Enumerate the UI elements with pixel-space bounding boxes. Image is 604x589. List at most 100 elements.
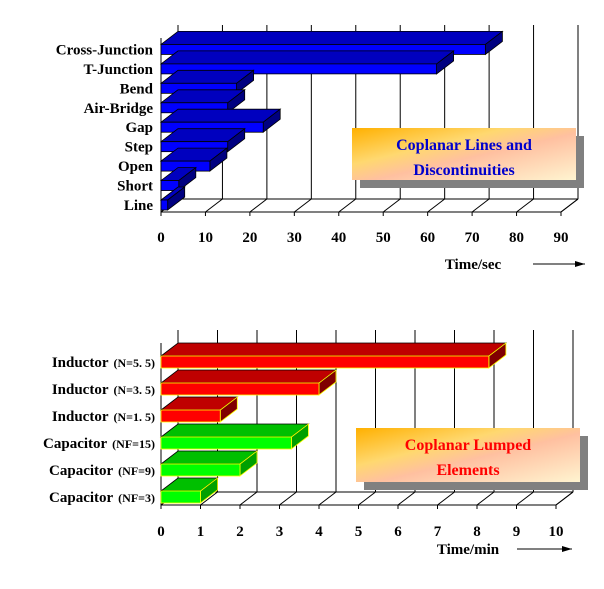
bar-front — [160, 355, 490, 369]
category-label: Gap — [125, 120, 153, 136]
x-tick-label: 5 — [355, 524, 363, 540]
category-label: T-Junction — [84, 62, 154, 78]
category-label: Short — [117, 179, 153, 195]
category-label: Cross-Junction — [56, 42, 154, 58]
category-label: Open — [118, 159, 154, 175]
category-label: Inductor (N=1. 5) — [52, 409, 155, 425]
category-name: Inductor — [52, 382, 109, 398]
floor-gridline — [318, 491, 337, 506]
bar-top — [159, 30, 504, 45]
bar-front — [160, 463, 241, 477]
x-tick-label: 60 — [420, 230, 435, 246]
category-param: (NF=15) — [112, 437, 155, 451]
bar-front — [160, 382, 320, 396]
category-label: Step — [125, 140, 153, 156]
category-label: Capacitor (NF=15) — [43, 436, 155, 452]
category-name: Capacitor — [49, 463, 113, 479]
floor-gridline — [516, 491, 534, 506]
category-label: Inductor (N=3. 5) — [52, 382, 155, 398]
category-label: Inductor (N=5. 5) — [52, 355, 155, 371]
category-name: Inductor — [52, 409, 109, 425]
bar — [159, 396, 239, 423]
chart-coplanar-lines: 0 10 20 30 40 50 60 70 80 90 Cross-Junction T-Junct… — [56, 25, 585, 273]
floor-gridline — [249, 198, 268, 213]
floor-gridline — [294, 198, 312, 213]
bar — [159, 127, 246, 153]
bar-top — [159, 369, 338, 384]
floor-gridline — [205, 198, 223, 213]
bar — [159, 69, 255, 95]
x-tick-label: 4 — [315, 524, 323, 540]
x-tick-label: 3 — [276, 524, 284, 540]
category-param: (N=5. 5) — [114, 356, 156, 370]
x-tick-label: 10 — [198, 230, 213, 246]
floor-gridline — [476, 491, 495, 506]
floor-gridline — [239, 491, 258, 506]
x-tick-label: 6 — [394, 524, 402, 540]
floor-gridline — [358, 491, 376, 506]
floor-gridline — [279, 491, 297, 506]
bar-front — [160, 199, 169, 211]
category-param: (NF=9) — [118, 464, 155, 478]
bar-front — [160, 180, 180, 191]
floor-gridline — [338, 198, 357, 213]
x-tick-label: 0 — [157, 524, 165, 540]
x-tick-label: 9 — [513, 524, 521, 540]
x-tick-label: 8 — [473, 524, 481, 540]
bar — [159, 450, 259, 477]
x-tick-label: 7 — [434, 524, 442, 540]
bar — [159, 423, 310, 450]
bar-front — [160, 409, 221, 423]
x-tick-label: 2 — [236, 524, 244, 540]
category-label: Air-Bridge — [84, 101, 154, 117]
bar — [159, 186, 186, 211]
floor-gridline — [200, 491, 218, 506]
bar-top — [159, 50, 455, 65]
bar — [159, 342, 508, 369]
bar — [159, 88, 246, 114]
floor-gridline — [516, 198, 534, 213]
x-axis-arrowhead — [562, 546, 572, 552]
x-tick-label: 20 — [242, 230, 257, 246]
bar — [159, 50, 455, 75]
annotation-box — [352, 128, 576, 180]
chart-coplanar-lumped: 0 1 2 3 4 5 6 7 8 9 10 Inductor (N=5. 5) Inductor (N=3… — [43, 330, 588, 558]
x-axis-label: Time/min — [437, 542, 500, 558]
annotation-text: Elements — [436, 462, 499, 479]
x-tick-label: 80 — [509, 230, 524, 246]
bar-front — [160, 436, 292, 450]
x-tick-label: 1 — [197, 524, 205, 540]
x-tick-label: 50 — [376, 230, 391, 246]
category-name: Capacitor — [43, 436, 107, 452]
x-tick-label: 0 — [157, 230, 165, 246]
bar-top — [159, 342, 508, 357]
floor-gridline — [437, 491, 455, 506]
floor-gridline — [382, 198, 401, 213]
bar-top — [159, 423, 310, 438]
bar-front — [160, 490, 201, 504]
bar — [159, 369, 338, 396]
x-tick-label: 40 — [331, 230, 346, 246]
x-tick-label: 10 — [549, 524, 564, 540]
category-name: Capacitor — [49, 490, 113, 506]
annotation-text: Coplanar Lumped — [405, 437, 532, 454]
category-param: (N=1. 5) — [114, 410, 156, 424]
floor-gridline — [471, 198, 490, 213]
category-label: Capacitor (NF=3) — [49, 490, 155, 506]
floor-gridline — [397, 491, 416, 506]
category-name: Inductor — [52, 355, 109, 371]
floor-gridline — [560, 198, 579, 213]
annotation-text: Discontinuities — [413, 162, 514, 179]
bar-front — [160, 63, 437, 75]
floor-gridline — [555, 491, 574, 506]
x-tick-label: 70 — [465, 230, 480, 246]
x-axis-arrowhead — [575, 261, 585, 267]
bar — [159, 477, 219, 504]
category-label: Line — [124, 198, 154, 214]
annotation-box — [356, 428, 580, 482]
bar-top — [159, 108, 282, 123]
x-tick-label: 90 — [554, 230, 569, 246]
category-param: (N=3. 5) — [114, 383, 156, 397]
floor-gridline — [427, 198, 445, 213]
